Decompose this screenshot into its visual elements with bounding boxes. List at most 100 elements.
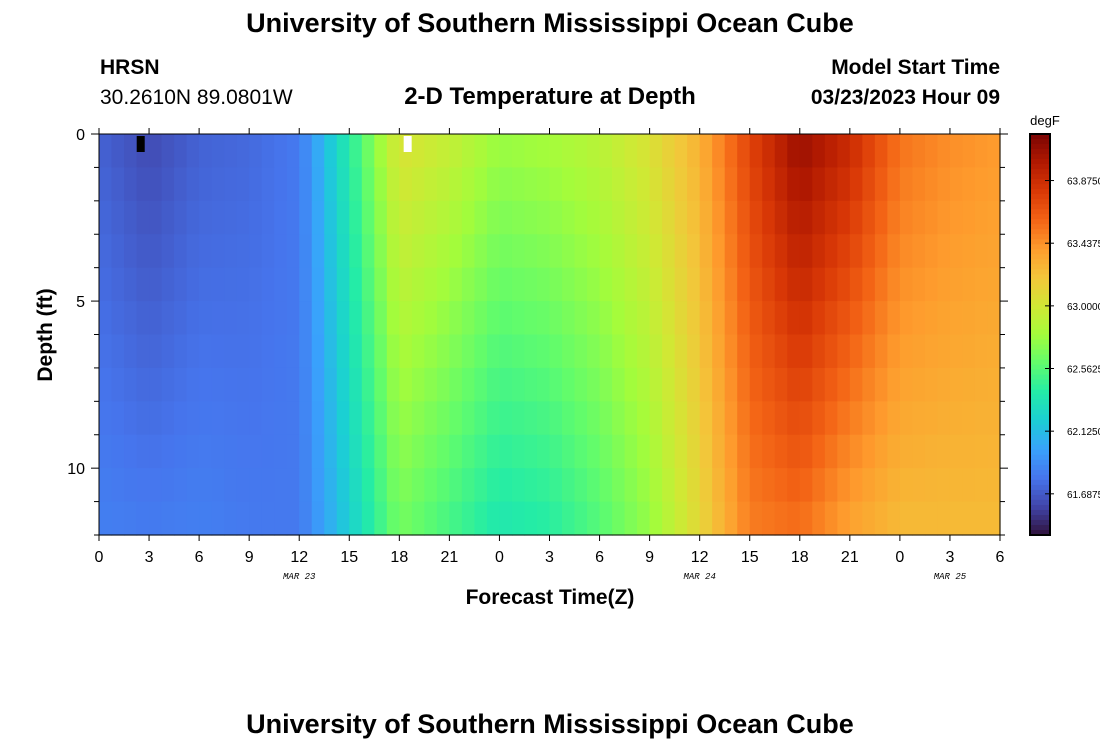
x-date-label: MAR 25 xyxy=(934,572,967,582)
heatmap-cell xyxy=(436,367,450,402)
heatmap-cell xyxy=(136,401,150,436)
heatmap-cell xyxy=(336,434,350,469)
heatmap-cell xyxy=(987,234,1001,269)
heatmap-cell xyxy=(349,134,363,169)
x-date-label: MAR 23 xyxy=(283,572,316,582)
heatmap-cell xyxy=(874,234,888,269)
heatmap-cell xyxy=(299,134,313,169)
heatmap-cell xyxy=(712,134,726,169)
heatmap-cell xyxy=(912,267,926,302)
heatmap-cell xyxy=(374,434,388,469)
heatmap-cell xyxy=(149,367,163,402)
heatmap-cell xyxy=(587,468,601,503)
heatmap-cell xyxy=(349,234,363,269)
colorbar-segment xyxy=(1030,224,1050,230)
colorbar-segment xyxy=(1030,289,1050,295)
heatmap-cell xyxy=(149,501,163,536)
heatmap-cell xyxy=(149,301,163,336)
heatmap-cell xyxy=(261,501,275,536)
heatmap-cell xyxy=(411,468,425,503)
heatmap-cell xyxy=(474,267,488,302)
heatmap-cell xyxy=(837,200,851,235)
heatmap-cell xyxy=(574,468,588,503)
heatmap-cell xyxy=(236,434,250,469)
heatmap-cell xyxy=(386,134,400,169)
heatmap-cell xyxy=(612,167,626,202)
heatmap-cell xyxy=(612,468,626,503)
heatmap-cell xyxy=(849,200,863,235)
heatmap-cell xyxy=(949,501,964,536)
heatmap-cell xyxy=(111,334,125,369)
heatmap-cell xyxy=(749,401,763,436)
heatmap-cell xyxy=(762,234,776,269)
heatmap-cell xyxy=(99,334,113,369)
heatmap-cell xyxy=(699,267,713,302)
colorbar-unit: degF xyxy=(1030,113,1060,128)
heatmap-cell xyxy=(361,434,375,469)
heatmap-cell xyxy=(849,401,863,436)
heatmap-cell xyxy=(136,501,150,536)
colorbar-segment xyxy=(1030,429,1050,436)
heatmap-cell xyxy=(812,234,826,269)
heatmap-cell xyxy=(812,301,826,336)
heatmap-cell xyxy=(837,468,851,503)
heatmap-cell xyxy=(749,468,763,503)
heatmap-cell xyxy=(174,501,188,536)
x-tick-label: 12 xyxy=(691,549,709,566)
heatmap-cell xyxy=(737,468,751,503)
y-tick-label: 5 xyxy=(76,294,85,311)
colorbar-segment xyxy=(1030,264,1050,270)
heatmap-cell xyxy=(549,501,563,536)
heatmap-cell xyxy=(924,134,939,169)
heatmap-cell xyxy=(461,468,476,503)
colorbar-segment xyxy=(1030,214,1050,220)
heatmap-cell xyxy=(224,301,238,336)
heatmap-cell xyxy=(174,434,188,469)
heatmap-cell xyxy=(361,468,375,503)
heatmap-cell xyxy=(124,401,138,436)
heatmap-cell xyxy=(662,468,676,503)
heatmap-cell xyxy=(762,167,776,202)
y-axis-label: Depth (ft) xyxy=(34,288,57,381)
heatmap-cell xyxy=(674,134,688,169)
colorbar-segment xyxy=(1030,134,1050,140)
colorbar-segment xyxy=(1030,504,1050,511)
heatmap-cell xyxy=(962,167,976,202)
heatmap-cell xyxy=(324,200,338,235)
heatmap-cell xyxy=(286,334,300,369)
heatmap-cell xyxy=(99,200,113,235)
heatmap-cell xyxy=(662,434,676,469)
x-tick-label: 21 xyxy=(841,549,859,566)
heatmap-cell xyxy=(386,367,400,402)
heatmap-cell xyxy=(962,134,976,169)
heatmap-cell xyxy=(787,367,801,402)
heatmap-cell xyxy=(511,200,526,235)
heatmap-cell xyxy=(937,301,951,336)
colorbar-tick-label: 62.5625 xyxy=(1067,365,1100,376)
heatmap-cell xyxy=(449,167,463,202)
colorbar-segment xyxy=(1030,319,1050,325)
heatmap-cell xyxy=(937,468,951,503)
heatmap-cell xyxy=(887,501,901,536)
colorbar-segment xyxy=(1030,149,1050,155)
heatmap-cell xyxy=(712,434,726,469)
heatmap-cell xyxy=(461,134,476,169)
heatmap-cell xyxy=(474,200,488,235)
heatmap-cell xyxy=(824,200,838,235)
heatmap-cell xyxy=(524,334,538,369)
heatmap-cell xyxy=(324,301,338,336)
heatmap-cell xyxy=(399,334,413,369)
heatmap-cell xyxy=(687,200,701,235)
heatmap-cell xyxy=(361,334,375,369)
heatmap-cell xyxy=(99,401,113,436)
colorbar-tick-label: 63.4375 xyxy=(1067,239,1100,250)
heatmap-cell xyxy=(399,367,413,402)
heatmap-cell xyxy=(749,200,763,235)
heatmap-cell xyxy=(937,401,951,436)
heatmap-cell xyxy=(261,267,275,302)
x-tick-label: 21 xyxy=(440,549,458,566)
heatmap-cell xyxy=(311,267,325,302)
heatmap-cell xyxy=(899,200,913,235)
heatmap-cell xyxy=(349,401,363,436)
heatmap-cell xyxy=(199,501,213,536)
